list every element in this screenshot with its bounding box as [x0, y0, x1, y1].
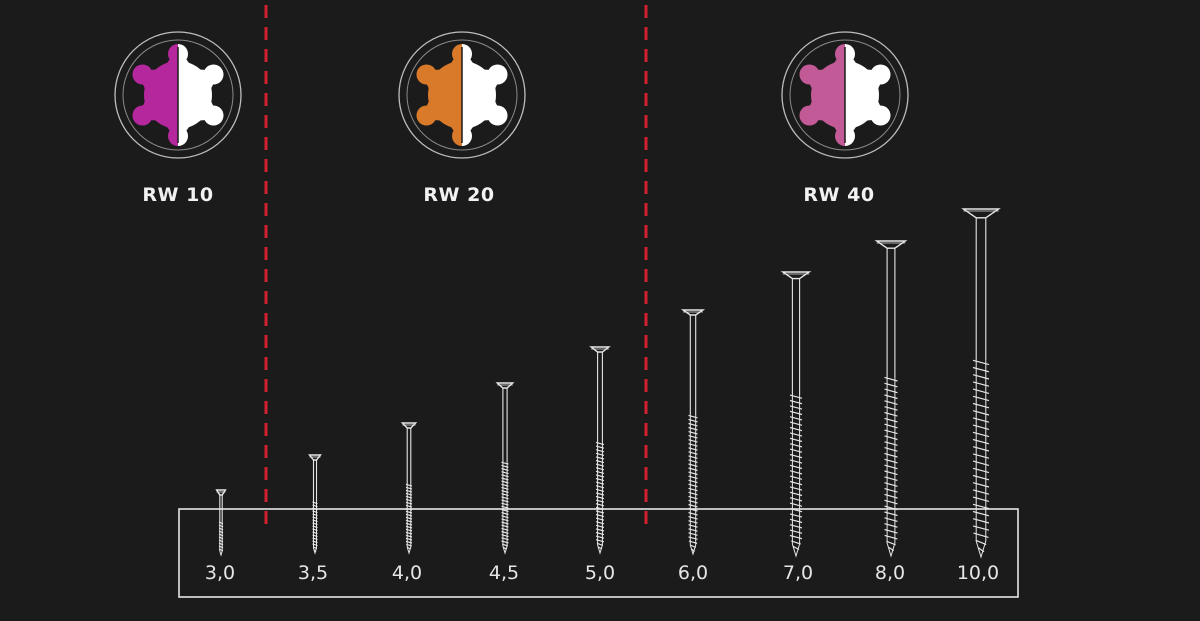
screw-7-0: [780, 271, 812, 558]
size-label-7-0: 7,0: [782, 562, 814, 584]
size-label-6-0: 6,0: [677, 562, 709, 584]
screw-5-0: [589, 346, 611, 555]
screw-3-0: [215, 489, 227, 557]
size-label-3-5: 3,5: [297, 562, 329, 584]
size-label-10-0: 10,0: [956, 562, 1000, 584]
size-label-3-0: 3,0: [204, 562, 236, 584]
screw-4-0: [400, 422, 418, 555]
size-label-4-5: 4,5: [488, 562, 520, 584]
screw-8-0: [874, 240, 908, 558]
size-box: [178, 508, 1019, 598]
size-label-5-0: 5,0: [584, 562, 616, 584]
bit-label-rw10: RW 10: [142, 184, 214, 206]
screw-6-0: [680, 309, 706, 556]
star-drive-bit-icon: [398, 31, 526, 159]
bit-label-rw40: RW 40: [803, 184, 875, 206]
star-drive-bit-icon: [114, 31, 242, 159]
size-label-4-0: 4,0: [391, 562, 423, 584]
screw-10-0: [961, 208, 1001, 559]
screw-3-5: [308, 454, 322, 555]
size-label-8-0: 8,0: [874, 562, 906, 584]
star-drive-bit-icon: [781, 31, 909, 159]
bit-label-rw20: RW 20: [423, 184, 495, 206]
screw-4-5: [495, 382, 515, 555]
